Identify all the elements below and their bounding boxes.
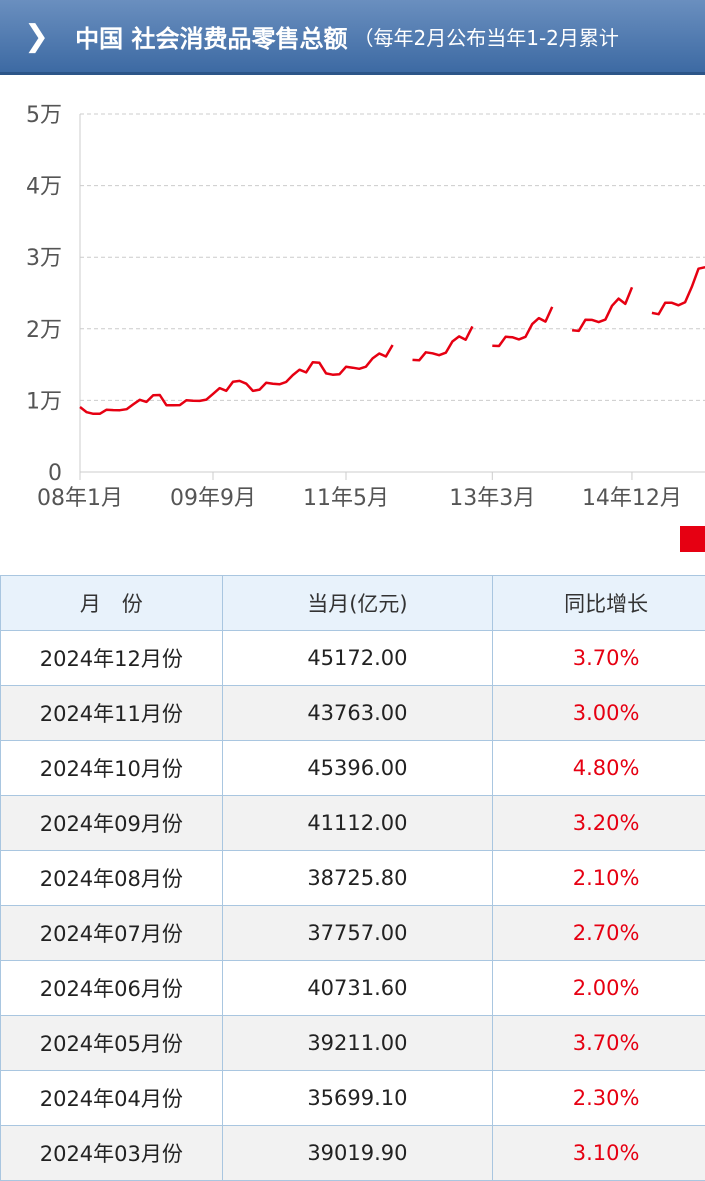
table-cell: 3.70% (493, 1016, 705, 1071)
table-cell: 2.70% (493, 906, 705, 961)
table-cell: 2024年05月份 (1, 1016, 223, 1071)
x-tick-label: 13年3月 (449, 486, 535, 511)
header-bar: ❯ 中国 社会消费品零售总额 （每年2月公布当年1-2月累计 (0, 0, 705, 75)
table-cell: 2.30% (493, 1071, 705, 1126)
column-header: 同比增长 (493, 576, 705, 631)
table-cell: 40731.60 (222, 961, 493, 1016)
table-cell: 3.00% (493, 686, 705, 741)
chart: 0 1万 2万 3万 4万 5万 08年1月 09年9月 11年5月 13年3月 14年12月 (0, 75, 705, 575)
table-cell: 45396.00 (222, 741, 493, 796)
table-cell: 2024年04月份 (1, 1071, 223, 1126)
table-cell: 2.00% (493, 961, 705, 1016)
table-cell: 2024年06月份 (1, 961, 223, 1016)
table-cell: 39019.90 (222, 1126, 493, 1181)
table-cell: 3.10% (493, 1126, 705, 1181)
table-cell: 39211.00 (222, 1016, 493, 1071)
table-cell: 2024年11月份 (1, 686, 223, 741)
x-tick-label: 09年9月 (170, 486, 256, 511)
y-tick-label: 0 (48, 461, 62, 486)
y-tick-label: 2万 (26, 318, 62, 343)
x-tick-label: 11年5月 (303, 486, 389, 511)
column-header: 当月(亿元) (222, 576, 493, 631)
table-cell: 45172.00 (222, 631, 493, 686)
table-cell: 2024年10月份 (1, 741, 223, 796)
y-tick-label: 4万 (26, 175, 62, 200)
table-cell: 43763.00 (222, 686, 493, 741)
table-cell: 2024年12月份 (1, 631, 223, 686)
column-header: 月 份 (1, 576, 223, 631)
table-cell: 2024年08月份 (1, 851, 223, 906)
title: 中国 社会消费品零售总额 (75, 19, 347, 54)
table-cell: 3.20% (493, 796, 705, 851)
x-tick-label: 14年12月 (582, 486, 682, 511)
table-cell: 2024年07月份 (1, 906, 223, 961)
table-cell: 37757.00 (222, 906, 493, 961)
legend-swatch (680, 526, 705, 552)
table-cell: 3.70% (493, 631, 705, 686)
y-tick-label: 5万 (26, 103, 62, 128)
x-tick-label: 08年1月 (37, 486, 123, 511)
table-cell: 2024年03月份 (1, 1126, 223, 1181)
table-cell: 35699.10 (222, 1071, 493, 1126)
y-tick-label: 3万 (26, 246, 62, 271)
y-tick-label: 1万 (26, 389, 62, 414)
series-line (80, 267, 705, 414)
table-cell: 2024年09月份 (1, 796, 223, 851)
table-cell: 4.80% (493, 741, 705, 796)
table-cell: 38725.80 (222, 851, 493, 906)
page: ❯ 中国 社会消费品零售总额 （每年2月公布当年1-2月累计 0 1万 2万 3万 4万… (0, 0, 705, 1157)
subtitle: （每年2月公布当年1-2月累计 (354, 22, 619, 51)
chevron[interactable]: ❯ (24, 19, 49, 54)
table-cell: 41112.00 (222, 796, 493, 851)
table-cell: 2.10% (493, 851, 705, 906)
